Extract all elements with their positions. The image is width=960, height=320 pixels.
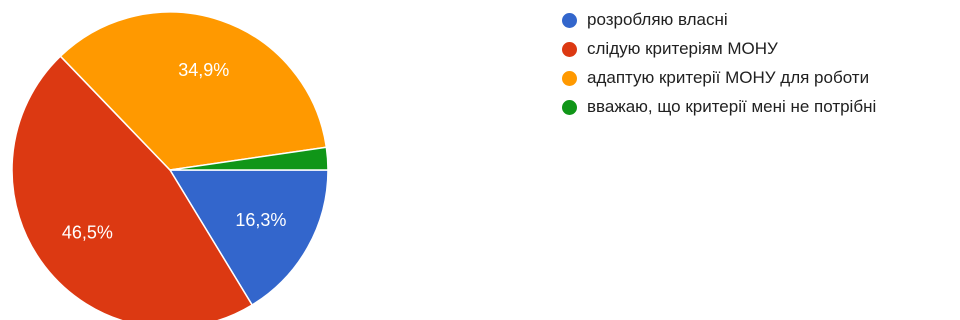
legend-swatch-orange — [562, 70, 577, 86]
legend-swatch-red — [562, 41, 577, 57]
pie-slice-label-3: 34,9% — [178, 60, 229, 80]
chart-legend: розробляю власні слідую критеріям МОНУ а… — [562, 9, 876, 125]
legend-item-rozrobliaiu-vlasni[interactable]: розробляю власні — [562, 9, 876, 31]
pie-slice-label-2: 46,5% — [62, 222, 113, 242]
legend-swatch-green — [562, 99, 577, 115]
pie-slice-label-1: 16,3% — [235, 210, 286, 230]
legend-item-kryterii-ne-potribni[interactable]: вважаю, що критерії мені не потрібні — [562, 96, 876, 118]
legend-label: вважаю, що критерії мені не потрібні — [587, 97, 877, 116]
legend-label: слідую критеріям МОНУ — [587, 39, 778, 58]
legend-swatch-blue — [562, 12, 577, 28]
pie-slice-2[interactable] — [11, 55, 254, 320]
legend-item-slidui-kryteriiam-monu[interactable]: слідую критеріям МОНУ — [562, 38, 876, 60]
pie-slice-1[interactable] — [168, 169, 329, 307]
legend-label: адаптую критерії МОНУ для роботи — [587, 68, 870, 87]
legend-label: розробляю власні — [587, 10, 728, 29]
pie-slice-3[interactable] — [59, 11, 328, 171]
legend-item-adaptuiu-kryterii-monu[interactable]: адаптую критерії МОНУ для роботи — [562, 67, 876, 89]
pie-slice-4[interactable] — [169, 146, 329, 171]
